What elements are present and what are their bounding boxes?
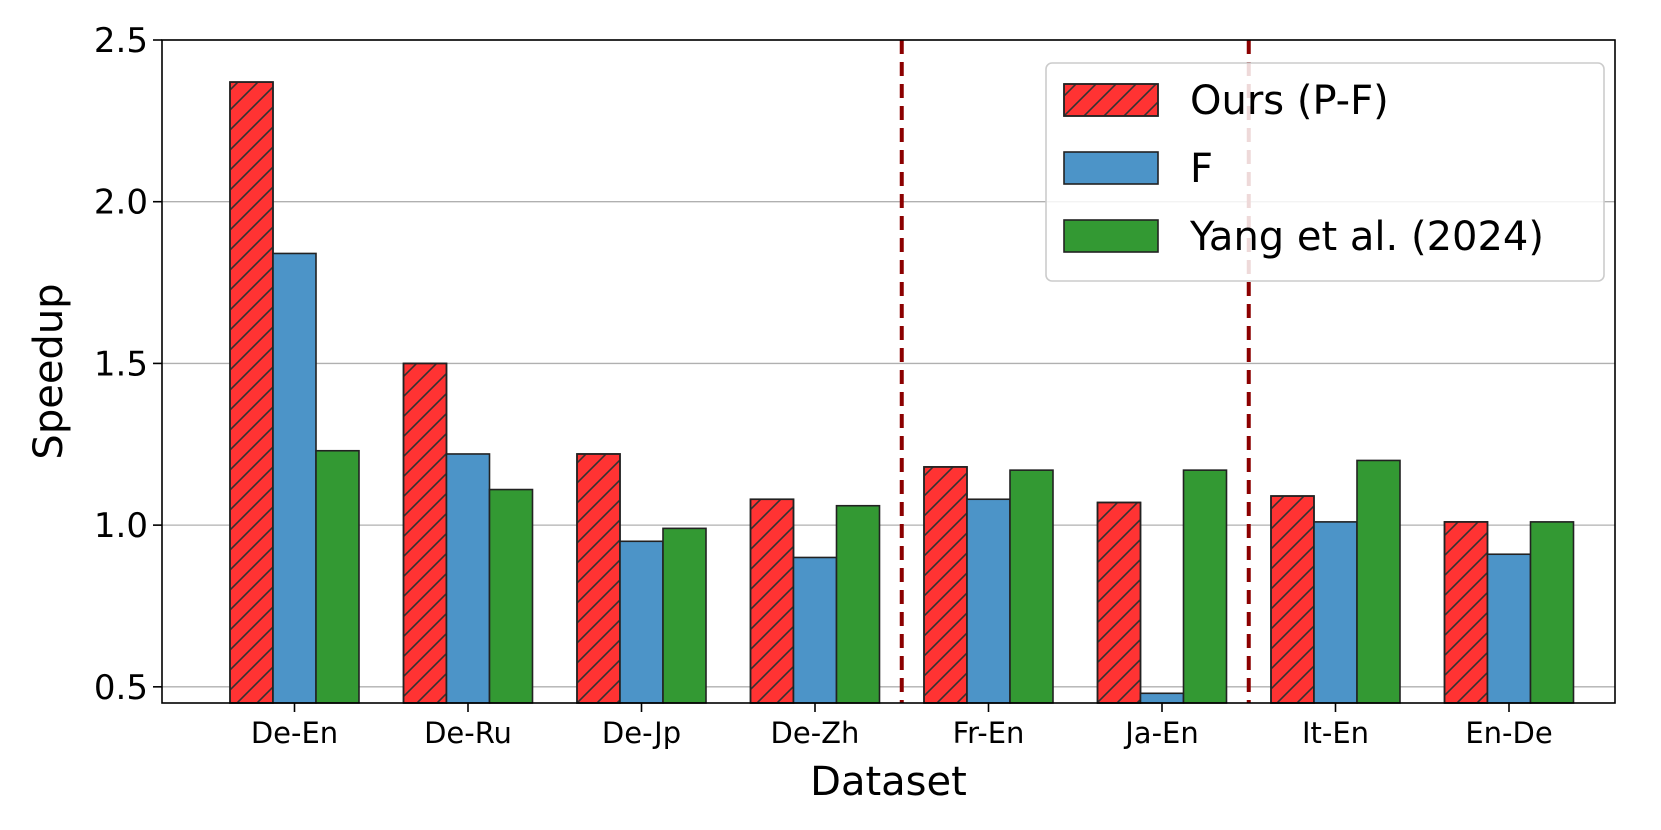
bar-f-de-zh (792, 556, 838, 704)
x-tick-label-de-zh: De-Zh (771, 716, 860, 750)
legend-swatch-ours-p-f-hatch (1063, 83, 1159, 117)
x-axis-ticks: De-En De-Ru De-Jp De-Zh Fr-En Ja-En It-En En-De (251, 703, 1553, 750)
bar-yang-et-al-2024-it-en (1356, 459, 1401, 704)
bar-yang-et-al-2024-en-de (1529, 521, 1575, 704)
bar-f-fr-en (966, 498, 1011, 704)
bar-yang-et-al-2024-de-en (315, 449, 360, 704)
y-tick-label: 1.0 (94, 506, 148, 546)
x-tick-label-de-jp: De-Jp (602, 716, 681, 750)
bar-f-it-en (1313, 521, 1358, 704)
bar-yang-et-al-2024-fr-en (1009, 469, 1054, 704)
bar-yang-et-al-2024-de-ru (488, 488, 534, 704)
bar-ours-p-f-it-en-hatch (1270, 495, 1315, 704)
legend-swatch-yang-et-al-2024 (1063, 219, 1159, 253)
bar-yang-et-al-2024-ja-en (1182, 469, 1228, 704)
x-axis-title: Dataset (810, 759, 967, 805)
legend-items: Ours (P-F) F Yang et al. (2024) (1063, 78, 1544, 260)
legend: Ours (P-F) F Yang et al. (2024) (1045, 62, 1605, 282)
y-tick-label: 2.5 (94, 21, 148, 61)
bar-f-ja-en (1139, 692, 1185, 704)
bar-ours-p-f-de-ru-hatch (402, 362, 448, 704)
plot-frame (161, 39, 1616, 704)
x-tick-label-de-en: De-En (251, 716, 338, 750)
legend-label-yang-et-al-2024: Yang et al. (2024) (1189, 214, 1544, 260)
bar-ours-p-f-fr-en-hatch (923, 466, 968, 704)
y-axis-title: Speedup (26, 283, 72, 459)
legend-swatch-f (1063, 151, 1159, 185)
bar-f-de-en (272, 252, 317, 704)
bar-f-de-ru (445, 453, 491, 704)
bar-ours-p-f-ja-en-hatch (1096, 501, 1142, 704)
legend-label-ours-p-f: Ours (P-F) (1190, 78, 1389, 124)
bar-f-en-de (1486, 553, 1532, 704)
bar-ours-p-f-en-de-hatch (1443, 521, 1489, 704)
legend-box (1045, 62, 1605, 282)
bar-f-de-jp (619, 540, 664, 704)
bar-yang-et-al-2024-de-jp (662, 527, 707, 704)
y-tick-label: 2.0 (94, 183, 148, 223)
x-tick-label-ja-en: Ja-En (1123, 716, 1199, 750)
legend-label-f: F (1190, 146, 1213, 192)
bars (229, 81, 1575, 704)
x-tick-label-fr-en: Fr-En (953, 716, 1025, 750)
x-tick-label-de-ru: De-Ru (424, 716, 512, 750)
bar-yang-et-al-2024-de-zh (835, 504, 881, 704)
x-tick-label-en-de: En-De (1465, 716, 1552, 750)
bar-ours-p-f-de-jp-hatch (576, 453, 621, 704)
bar-ours-p-f-de-en-hatch (229, 81, 274, 704)
bar-ours-p-f-de-zh-hatch (749, 498, 795, 704)
x-tick-label-it-en: It-En (1302, 716, 1369, 750)
y-tick-label: 0.5 (94, 668, 148, 708)
y-axis-ticks: 0.5 1.0 1.5 2.0 2.5 (94, 21, 162, 708)
y-tick-label: 1.5 (94, 344, 148, 384)
